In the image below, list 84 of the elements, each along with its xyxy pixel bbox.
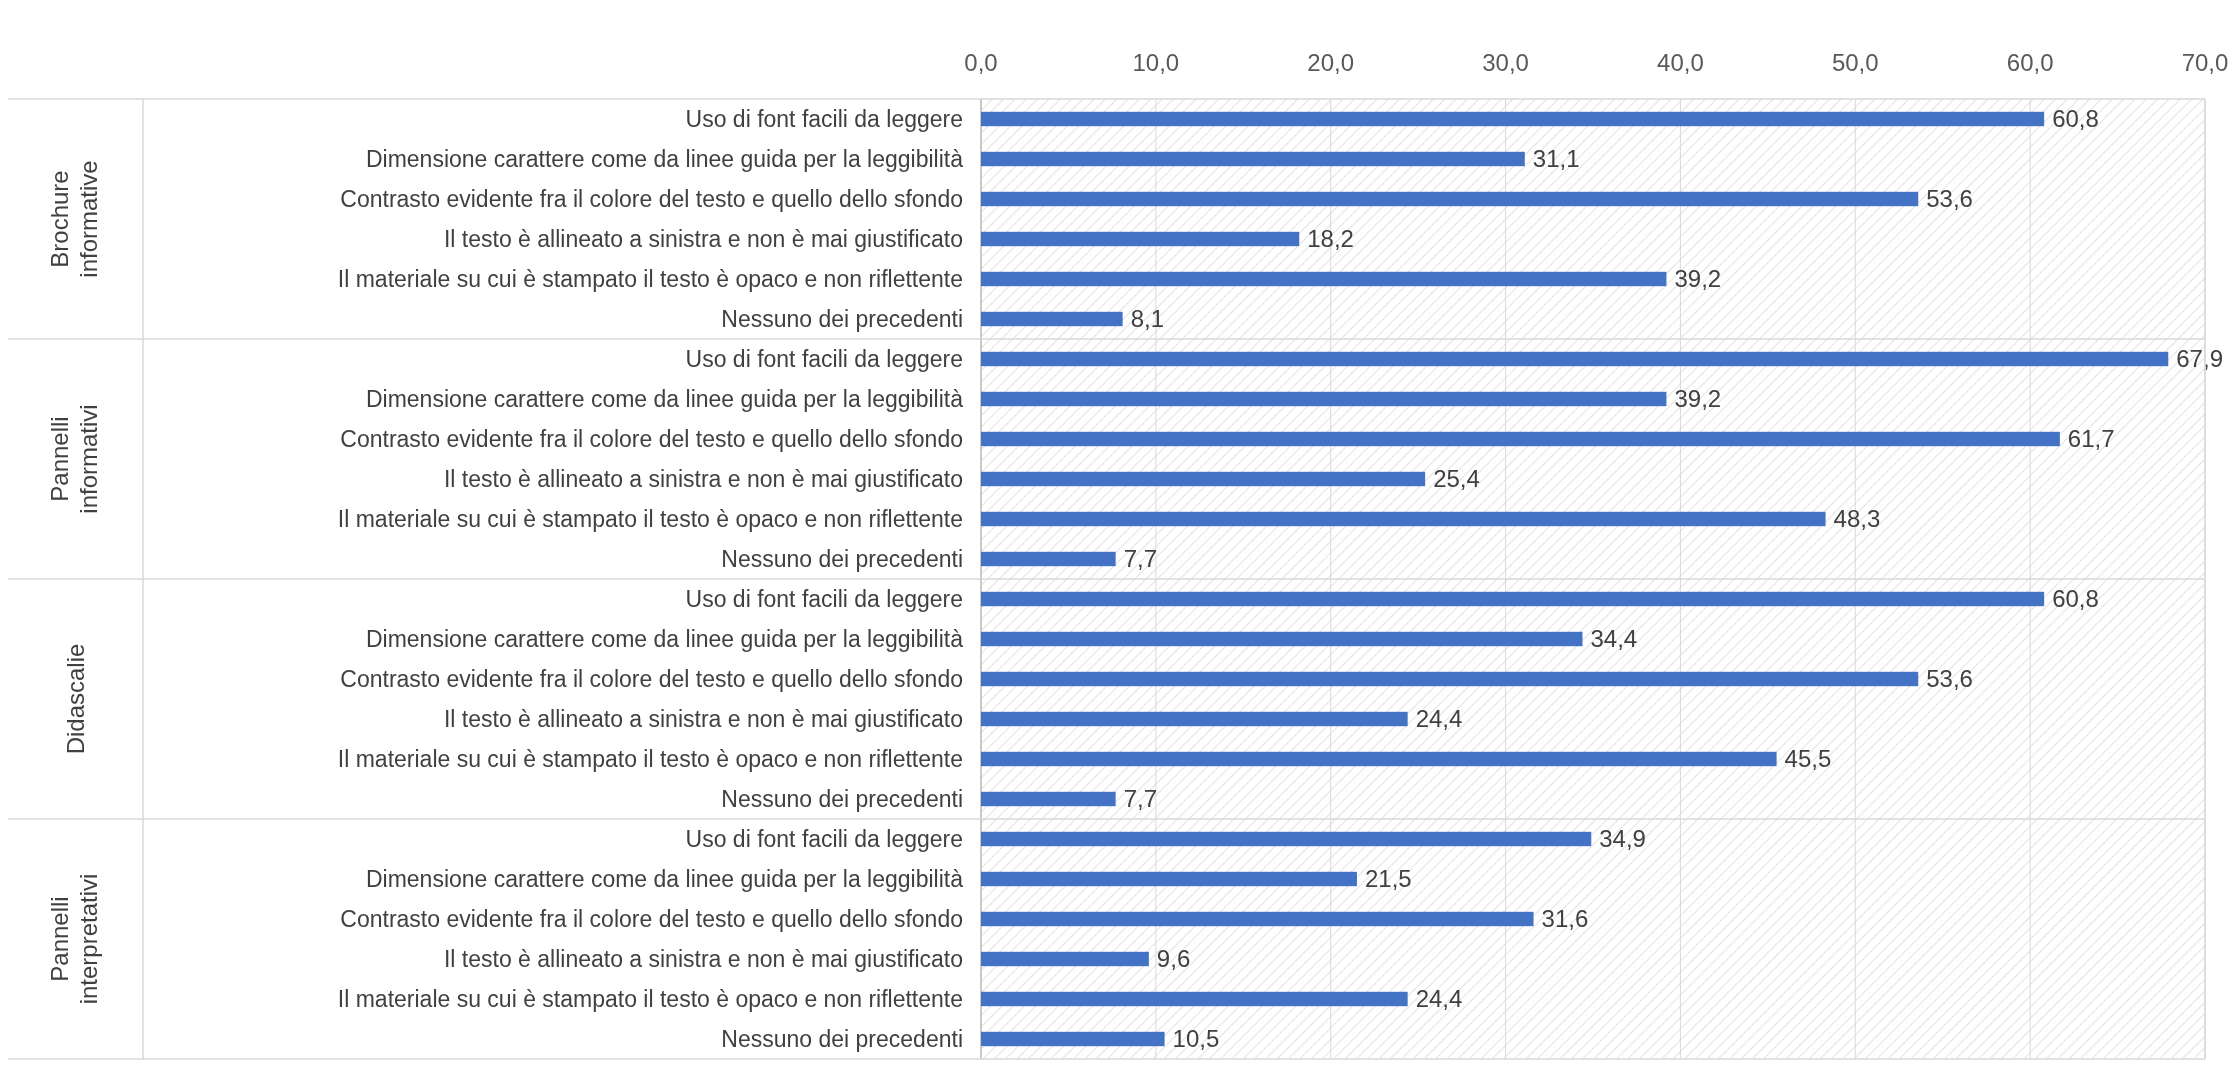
y-tick-label: Il testo è allineato a sinistra e non è mai giustificato [443,946,963,973]
bar [981,471,1426,487]
bar [981,831,1592,847]
y-tick-label: Il materiale su cui è stampato il testo è opaco e non riflettente [337,986,963,1013]
bar [981,271,1667,287]
bar [981,111,2045,127]
data-label: 9,6 [1156,945,1191,973]
bar [981,231,1300,247]
x-tick-label: 60,0 [2006,49,2054,76]
bar [981,1031,1165,1047]
x-tick-label: 30,0 [1482,49,1529,76]
y-tick-label: Il materiale su cui è stampato il testo è opaco e non riflettente [337,506,963,533]
data-label: 18,2 [1307,225,1354,253]
y-tick-label: Nessuno dei precedenti [721,306,963,333]
x-tick-label: 50,0 [1831,49,1879,76]
bar [981,551,1116,567]
data-label: 34,9 [1599,825,1646,853]
y-axis-title: Pannelli informativi [46,404,103,514]
y-axis-title: Didascalie [62,643,90,755]
data-label: 7,7 [1123,785,1158,813]
bar [981,711,1408,727]
x-tick-label: 40,0 [1657,49,1704,76]
data-label: 25,4 [1433,465,1480,493]
y-tick-label: Contrasto evidente fra il colore del testo e quello dello sfondo [340,666,963,693]
y-tick-label: Nessuno dei precedenti [721,546,963,573]
bar [981,391,1667,407]
data-label: 48,3 [1833,505,1881,533]
data-label: 31,6 [1541,905,1589,933]
bar [981,871,1357,887]
data-label: 24,4 [1415,985,1463,1013]
bar [981,631,1583,647]
y-tick-label: Nessuno dei precedenti [721,786,963,813]
data-label: 39,2 [1674,385,1722,413]
data-label: 8,1 [1130,305,1165,333]
y-tick-label: Il materiale su cui è stampato il testo è opaco e non riflettente [337,746,963,773]
y-tick-label: Uso di font facili da leggere [685,106,963,133]
x-tick-label: 0,0 [964,49,998,76]
data-label: 39,2 [1674,265,1722,293]
data-label: 60,8 [2052,585,2099,613]
y-axis-title: Pannelli interpretativi [46,873,103,1005]
bar [981,431,2060,447]
y-tick-label: Dimensione carattere come da linee guida per la leggibilità [365,866,964,893]
data-label: 61,7 [2067,425,2115,453]
bar [981,351,2169,367]
y-tick-label: Il testo è allineato a sinistra e non è mai giustificato [443,466,963,493]
data-label: 53,6 [1926,185,1973,213]
data-label: 34,4 [1590,625,1638,653]
bar [981,671,1919,687]
y-tick-label: Uso di font facili da leggere [685,346,963,373]
bar [981,591,2045,607]
bar [981,791,1116,807]
y-tick-label: Uso di font facili da leggere [685,826,963,853]
bar [981,511,1826,527]
data-label: 21,5 [1364,865,1412,893]
bar [981,991,1408,1007]
bar [981,911,1534,927]
bar [981,751,1777,767]
bar [981,151,1525,167]
y-tick-label: Dimensione carattere come da linee guida per la leggibilità [365,146,964,173]
y-tick-label: Il materiale su cui è stampato il testo è opaco e non riflettente [337,266,963,293]
y-tick-label: Uso di font facili da leggere [685,586,963,613]
y-tick-label: Dimensione carattere come da linee guida per la leggibilità [365,626,964,653]
data-label: 7,7 [1123,545,1158,573]
y-tick-label: Contrasto evidente fra il colore del testo e quello dello sfondo [340,426,963,453]
y-axis-title: Brochure informative [46,160,103,278]
data-label: 53,6 [1926,665,1973,693]
y-tick-label: Contrasto evidente fra il colore del testo e quello dello sfondo [340,186,963,213]
data-label: 31,1 [1532,145,1580,173]
y-tick-label: Il testo è allineato a sinistra e non è mai giustificato [443,226,963,253]
bar [981,311,1123,327]
x-tick-label: 20,0 [1307,49,1355,76]
x-tick-label: 70,0 [2181,49,2229,76]
data-label: 45,5 [1784,745,1832,773]
y-tick-label: Nessuno dei precedenti [721,1026,963,1053]
bar [981,191,1919,207]
bar [981,951,1149,967]
data-label: 24,4 [1415,705,1463,733]
y-tick-label: Contrasto evidente fra il colore del testo e quello dello sfondo [340,906,963,933]
y-tick-label: Dimensione carattere come da linee guida per la leggibilità [365,386,964,413]
x-tick-label: 10,0 [1132,49,1180,76]
y-tick-label: Il testo è allineato a sinistra e non è mai giustificato [443,706,963,733]
data-label: 60,8 [2052,105,2099,133]
data-label: 67,9 [2176,345,2223,373]
data-label: 10,5 [1172,1025,1220,1053]
